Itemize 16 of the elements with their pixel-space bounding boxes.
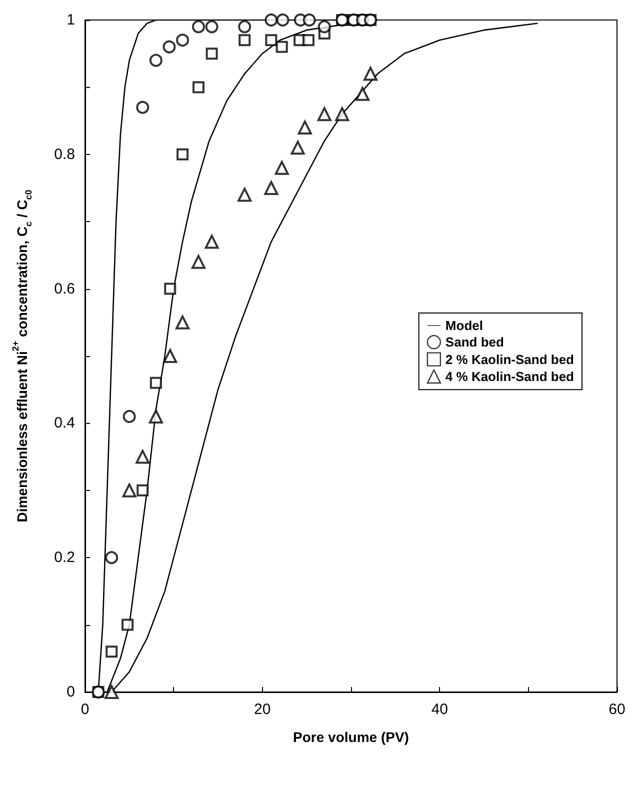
y-tick-label: 0.2 — [54, 549, 75, 566]
y-tick-label: 1 — [66, 12, 75, 28]
legend-label: 2 % Kaolin-Sand bed — [445, 352, 574, 367]
legend-label: Sand bed — [445, 334, 504, 350]
y-tick-label: 0.8 — [54, 146, 75, 163]
x-tick-label: 0 — [80, 701, 90, 718]
x-tick-label: 20 — [254, 701, 271, 718]
y-tick-label: 0 — [66, 684, 75, 700]
legend-label: 4 % Kaolin-Sand bed — [445, 369, 574, 384]
x-tick-label: 60 — [608, 701, 626, 718]
y-axis-title: Dimensionless effluent Ni2+ concentration, Cc / Cc0 — [10, 190, 34, 522]
legend-label: Model — [445, 318, 483, 333]
y-tick-label: 0.6 — [54, 280, 75, 298]
y-tick-label: 0.4 — [54, 414, 75, 432]
x-axis-title: Pore volume (PV) — [293, 729, 409, 745]
x-tick-label: 40 — [431, 701, 448, 718]
